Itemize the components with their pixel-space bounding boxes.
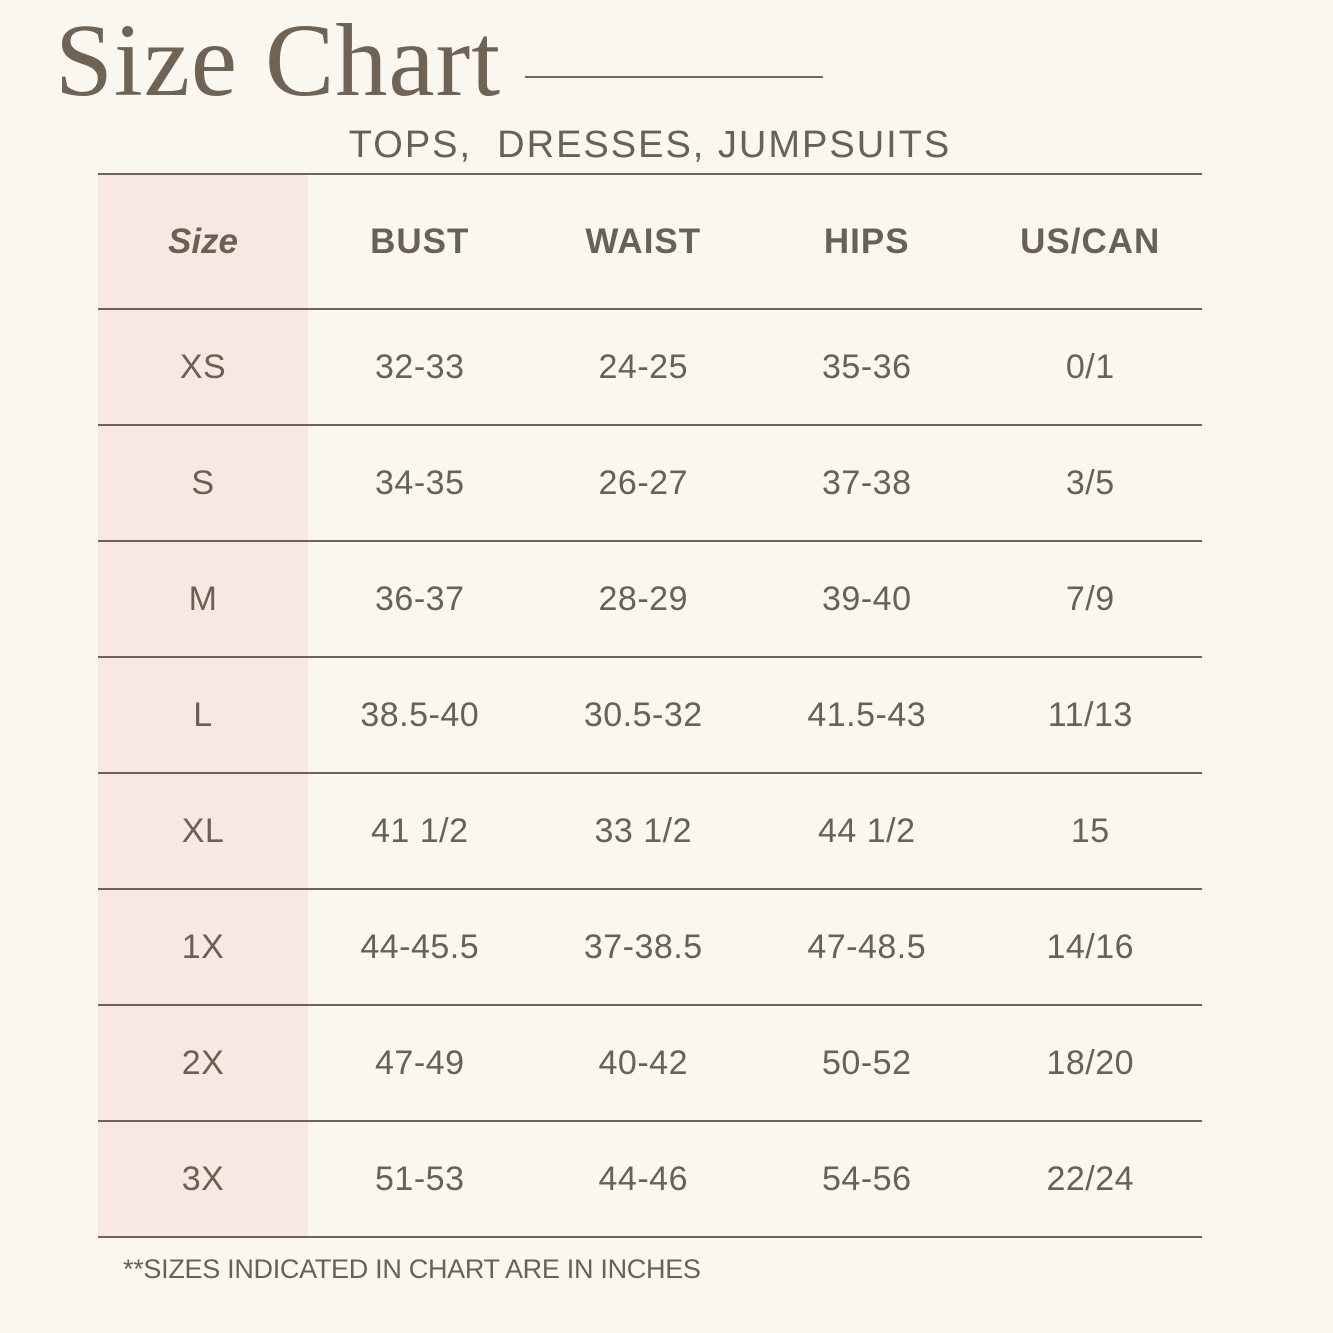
measurement-cell: 47-48.5 <box>807 927 927 966</box>
measurement-cell: 15 <box>1070 811 1110 850</box>
measurement-cell: 0/1 <box>1065 347 1115 386</box>
measurement-cell: 44-46 <box>598 1159 688 1198</box>
table-header-row: Size BUST WAIST HIPS US/CAN <box>98 174 1202 309</box>
measurement-cell: 41 1/2 <box>370 811 469 850</box>
column-header-hips: HIPS <box>823 221 910 261</box>
measurement-cell: 38.5-40 <box>360 695 480 734</box>
column-header-bust: BUST <box>370 221 470 261</box>
table-row: 2X 47-49 40-42 50-52 18/20 <box>98 1005 1202 1121</box>
measurement-cell: 32-33 <box>375 347 465 386</box>
measurement-cell: 44-45.5 <box>360 927 480 966</box>
column-header-size: Size <box>98 174 308 309</box>
size-label-cell: 1X <box>98 889 308 1005</box>
measurement-cell: 28-29 <box>598 579 688 618</box>
size-label-cell: XS <box>98 309 308 425</box>
measurement-cell: 41.5-43 <box>807 695 927 734</box>
measurement-cell: 14/16 <box>1046 927 1135 966</box>
title-divider-line <box>525 76 823 78</box>
measurement-cell: 51-53 <box>375 1159 465 1198</box>
size-label-cell: 3X <box>98 1121 308 1237</box>
measurement-cell: 37-38 <box>822 463 912 502</box>
measurement-cell: 18/20 <box>1046 1043 1135 1082</box>
column-header-waist: WAIST <box>585 221 702 261</box>
measurement-cell: 11/13 <box>1047 695 1133 734</box>
measurement-cell: 34-35 <box>375 463 465 502</box>
measurement-cell: 40-42 <box>598 1043 688 1082</box>
measurement-cell: 37-38.5 <box>583 927 703 966</box>
measurement-cell: 44 1/2 <box>817 811 916 850</box>
table-row: XL 41 1/2 33 1/2 44 1/2 15 <box>98 773 1202 889</box>
size-chart-table: Size BUST WAIST HIPS US/CAN XS 32-33 24-25… <box>98 173 1202 1238</box>
measurement-cell: 36-37 <box>375 579 465 618</box>
measurement-cell: 7/9 <box>1065 579 1115 618</box>
measurement-cell: 33 1/2 <box>594 811 693 850</box>
measurement-cell: 54-56 <box>822 1159 912 1198</box>
size-label-cell: 2X <box>98 1005 308 1121</box>
measurement-cell: 24-25 <box>598 347 688 386</box>
size-label-cell: M <box>98 541 308 657</box>
table-row: 1X 44-45.5 37-38.5 47-48.5 14/16 <box>98 889 1202 1005</box>
measurement-cell: 50-52 <box>822 1043 912 1082</box>
page-subtitle: TOPS, DRESSES, JUMPSUITS <box>348 124 952 166</box>
measurement-cell: 3/5 <box>1065 463 1115 502</box>
table-footnote: **SIZES INDICATED IN CHART ARE IN INCHES <box>123 1254 701 1284</box>
page-title: Size Chart <box>55 3 502 118</box>
table-row: S 34-35 26-27 37-38 3/5 <box>98 425 1202 541</box>
measurement-cell: 30.5-32 <box>583 695 703 734</box>
table-row: M 36-37 28-29 39-40 7/9 <box>98 541 1202 657</box>
measurement-cell: 35-36 <box>822 347 912 386</box>
table-row: L 38.5-40 30.5-32 41.5-43 11/13 <box>98 657 1202 773</box>
column-header-us-can: US/CAN <box>1020 221 1161 261</box>
size-label-cell: S <box>98 425 308 541</box>
measurement-cell: 22/24 <box>1046 1159 1135 1198</box>
table-row: 3X 51-53 44-46 54-56 22/24 <box>98 1121 1202 1237</box>
measurement-cell: 47-49 <box>375 1043 465 1082</box>
table-row: XS 32-33 24-25 35-36 0/1 <box>98 309 1202 425</box>
size-label-cell: XL <box>98 773 308 889</box>
measurement-cell: 39-40 <box>822 579 912 618</box>
measurement-cell: 26-27 <box>598 463 688 502</box>
size-label-cell: L <box>98 657 308 773</box>
